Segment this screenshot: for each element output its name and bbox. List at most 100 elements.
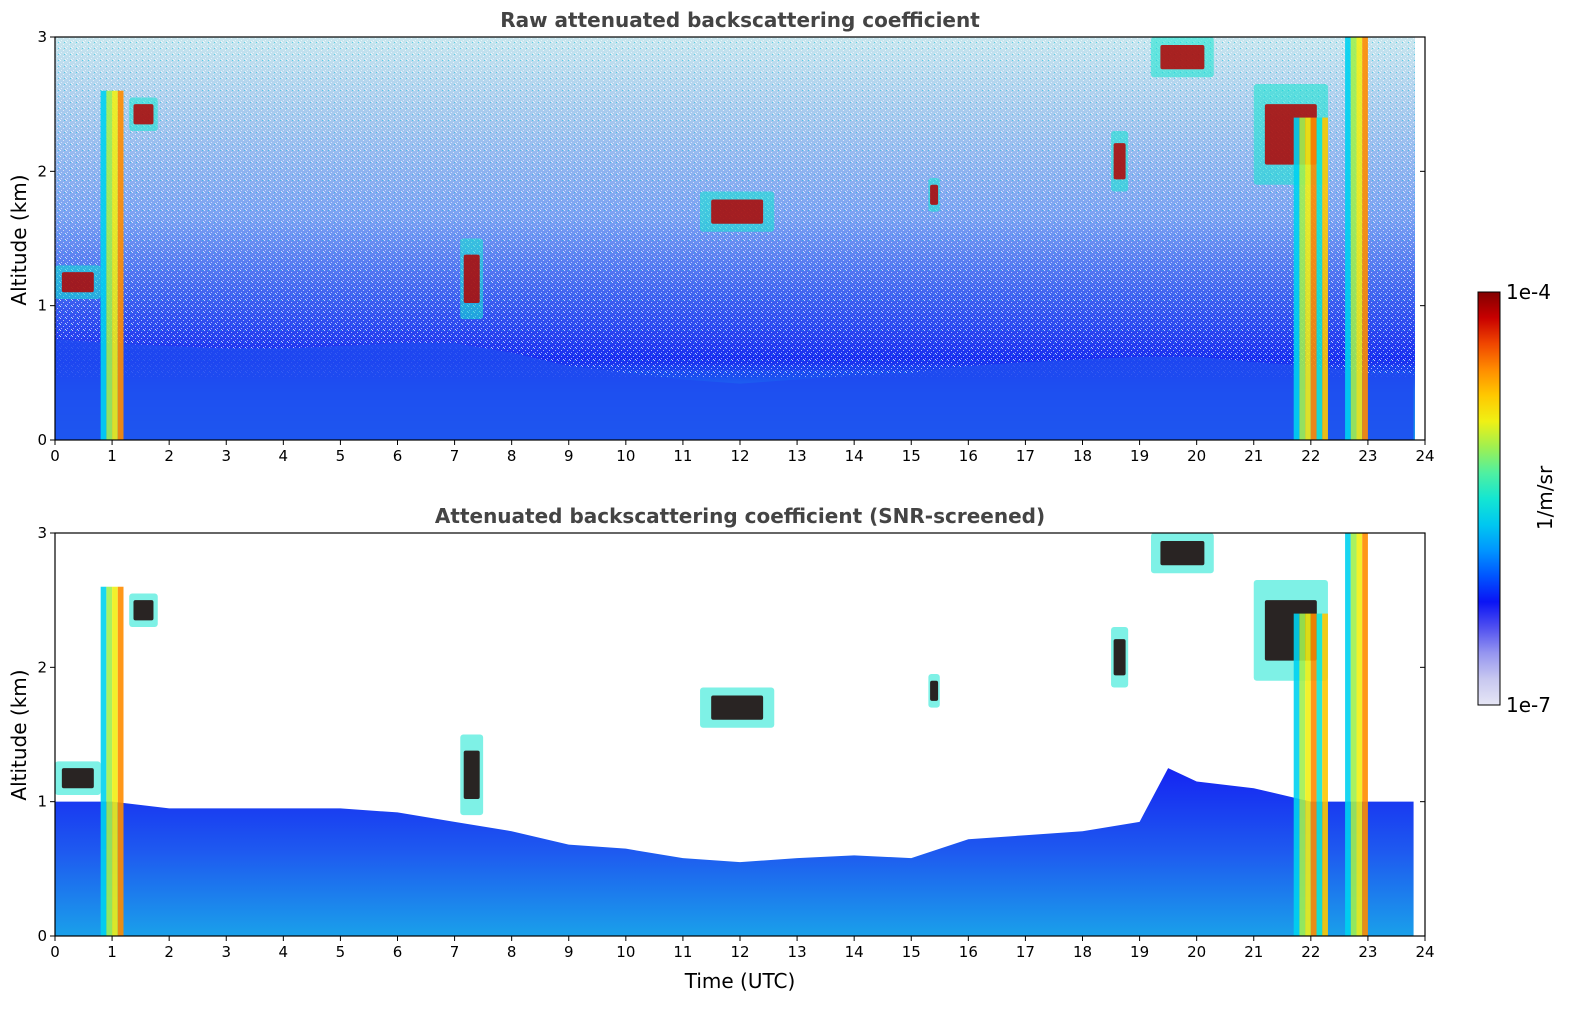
screened-y-axis-label: Altitude (km): [7, 669, 31, 800]
feature-core: [711, 199, 764, 224]
x-tick-label: 10: [616, 943, 635, 961]
raw-cloud-features: [55, 37, 1414, 440]
x-tick-label: 12: [730, 943, 749, 961]
feature-core: [463, 750, 480, 799]
x-tick-label: 15: [902, 943, 921, 961]
y-tick-label: 1: [37, 793, 47, 811]
x-tick-label: 1: [107, 943, 117, 961]
x-tick-label: 1: [107, 447, 117, 465]
feature-column-stripe: [112, 586, 118, 936]
x-tick-label: 12: [730, 447, 749, 465]
colorbar-unit-label: 1/m/sr: [1533, 465, 1557, 530]
x-tick-label: 9: [564, 447, 574, 465]
x-tick-label: 22: [1301, 943, 1320, 961]
x-tick-label: 2: [164, 943, 174, 961]
feature-column-stripe: [1316, 613, 1323, 936]
feature-column-stripe: [1299, 613, 1306, 936]
x-tick-label: 10: [616, 447, 635, 465]
feature-column-stripe: [1305, 613, 1311, 936]
feature-column-stripe: [1293, 613, 1300, 936]
feature-column-stripe: [1316, 117, 1323, 440]
x-tick-label: 23: [1358, 447, 1377, 465]
colorbar: 1e-4 1e-7 1/m/sr: [1477, 280, 1557, 717]
boundary-layer: [55, 339, 1414, 440]
x-tick-label: 6: [393, 447, 403, 465]
x-tick-label: 24: [1415, 447, 1434, 465]
feature-column-stripe: [1362, 533, 1368, 936]
feature-core: [1160, 45, 1205, 70]
x-tick-label: 8: [507, 943, 517, 961]
feature-core: [133, 104, 154, 125]
feature-column-stripe: [106, 586, 113, 936]
colorbar-scale: [1477, 291, 1501, 706]
feature-column-stripe: [106, 90, 113, 440]
feature-core: [930, 680, 939, 701]
feature-core: [930, 184, 939, 205]
y-tick-label: 0: [37, 431, 47, 449]
feature-core: [1113, 639, 1126, 676]
x-tick-label: 7: [450, 447, 460, 465]
y-tick-label: 1: [37, 297, 47, 315]
x-tick-label: 21: [1244, 943, 1263, 961]
screened-cloud-features: [55, 533, 1368, 936]
colorbar-min-label: 1e-7: [1506, 693, 1551, 717]
x-tick-label: 5: [336, 943, 346, 961]
x-tick-label: 4: [279, 943, 289, 961]
x-tick-label: 18: [1073, 447, 1092, 465]
feature-column-stripe: [1310, 117, 1317, 440]
x-tick-label: 5: [336, 447, 346, 465]
screened-panel-title: Attenuated backscattering coefficient (S…: [435, 504, 1045, 528]
feature-column-stripe: [1322, 117, 1328, 440]
feature-column-stripe: [1293, 117, 1300, 440]
x-tick-label: 14: [845, 943, 864, 961]
x-tick-label: 18: [1073, 943, 1092, 961]
feature-column-stripe: [100, 586, 107, 936]
x-tick-label: 13: [788, 447, 807, 465]
feature-column-stripe: [117, 90, 124, 440]
feature-core: [61, 768, 94, 789]
x-tick-label: 0: [50, 943, 60, 961]
y-tick-label: 2: [37, 162, 47, 180]
feature-core: [711, 695, 764, 720]
raw-x-ticks: 0 1 2 3 4 5 6 7 8 9 10 11 12 13 14 15 16 17 18 19 20 21 22 23 24: [50, 440, 1435, 465]
x-tick-label: 11: [673, 447, 692, 465]
x-tick-label: 20: [1187, 447, 1206, 465]
raw-panel: Raw attenuated backscattering coefficien…: [7, 8, 1435, 465]
x-tick-label: 21: [1244, 447, 1263, 465]
feature-column-stripe: [1310, 613, 1317, 936]
x-tick-label: 6: [393, 943, 403, 961]
x-tick-label: 24: [1415, 943, 1434, 961]
x-axis-label: Time (UTC): [684, 969, 796, 993]
x-tick-label: 11: [673, 943, 692, 961]
x-tick-label: 4: [279, 447, 289, 465]
feature-column-stripe: [1322, 613, 1328, 936]
feature-column-stripe: [117, 586, 124, 936]
x-tick-label: 8: [507, 447, 517, 465]
feature-core: [61, 272, 94, 293]
x-tick-label: 17: [1016, 447, 1035, 465]
y-tick-label: 2: [37, 658, 47, 676]
colorbar-max-label: 1e-4: [1506, 280, 1551, 304]
x-tick-label: 2: [164, 447, 174, 465]
x-tick-label: 9: [564, 943, 574, 961]
feature-column-stripe: [1305, 117, 1311, 440]
feature-column-stripe: [1356, 37, 1363, 440]
feature-column-stripe: [100, 90, 107, 440]
x-tick-label: 3: [221, 447, 231, 465]
y-tick-label: 3: [37, 28, 47, 46]
x-tick-label: 17: [1016, 943, 1035, 961]
screened-panel: Attenuated backscattering coefficient (S…: [7, 504, 1435, 993]
screened-x-ticks: 0 1 2 3 4 5 6 7 8 9 10 11 12 13 14 15 16 17 18 19 20 21 22 23 24: [50, 936, 1435, 961]
feature-column-stripe: [1356, 533, 1363, 936]
feature-core: [1160, 541, 1205, 566]
feature-core: [463, 254, 480, 303]
x-tick-label: 16: [959, 943, 978, 961]
feature-column-stripe: [1299, 117, 1306, 440]
feature-core: [133, 600, 154, 621]
x-tick-label: 7: [450, 943, 460, 961]
y-tick-label: 0: [37, 927, 47, 945]
x-tick-label: 22: [1301, 447, 1320, 465]
raw-y-ticks: 0 1 2 3: [37, 28, 1425, 449]
x-tick-label: 20: [1187, 943, 1206, 961]
x-tick-label: 15: [902, 447, 921, 465]
